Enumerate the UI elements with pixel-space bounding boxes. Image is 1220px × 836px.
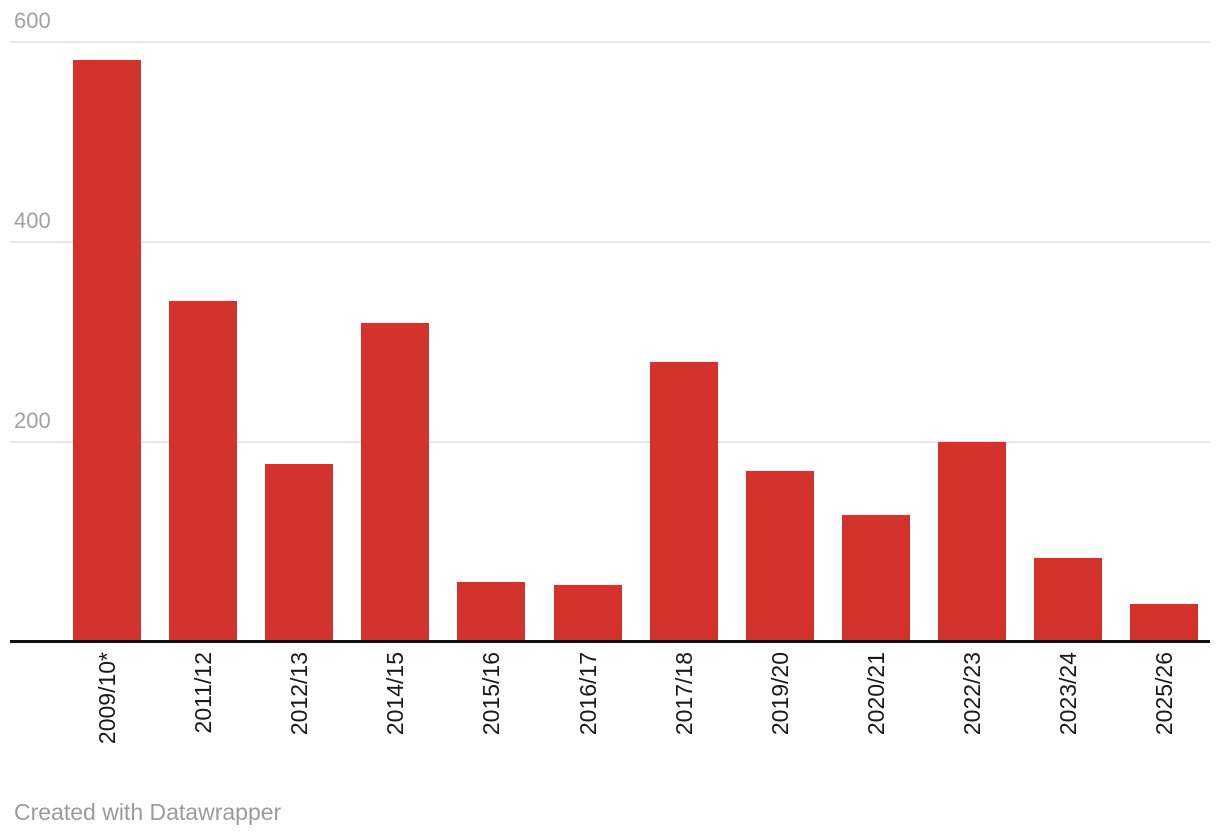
x-axis-label: 2019/20 (766, 652, 793, 736)
x-axis-label: 2014/15 (382, 652, 409, 736)
bar-2016/17 (553, 585, 622, 642)
x-axis-label: 2022/23 (958, 652, 985, 736)
x-axis-label: 2012/13 (286, 652, 313, 736)
x-axis-line (10, 640, 1210, 643)
x-axis-label: 2015/16 (478, 652, 505, 736)
y-axis-tick-label: 400 (14, 208, 51, 233)
gridline-600 (10, 41, 1210, 43)
x-axis-label: 2020/21 (862, 652, 889, 736)
gridline-400 (10, 241, 1210, 243)
x-axis-label: 2011/12 (190, 652, 217, 734)
bar-2012/13 (265, 464, 334, 642)
bar-2023/24 (1034, 558, 1102, 642)
x-axis-label: 2009/10* (94, 652, 120, 745)
bar-2020/21 (841, 515, 910, 642)
y-axis-tick-label: 200 (14, 408, 51, 433)
x-axis-label: 2025/26 (1151, 652, 1178, 736)
bar-2015/16 (457, 582, 526, 642)
bar-2014/15 (361, 323, 430, 642)
bar-2019/20 (745, 471, 814, 642)
x-axis-label: 2016/17 (574, 652, 601, 736)
bar-2025/26 (1130, 604, 1199, 642)
bar-2017/18 (649, 362, 718, 642)
gridline-200 (10, 441, 1210, 443)
bar-2022/23 (937, 442, 1006, 642)
x-axis-label: 2017/18 (670, 652, 697, 736)
datawrapper-attribution-link[interactable]: Created with Datawrapper (14, 799, 282, 825)
y-axis-tick-label: 600 (14, 8, 51, 33)
bar-2009/10* (73, 60, 141, 642)
bar-2011/12 (169, 301, 238, 642)
x-axis-label: 2023/24 (1055, 652, 1081, 736)
